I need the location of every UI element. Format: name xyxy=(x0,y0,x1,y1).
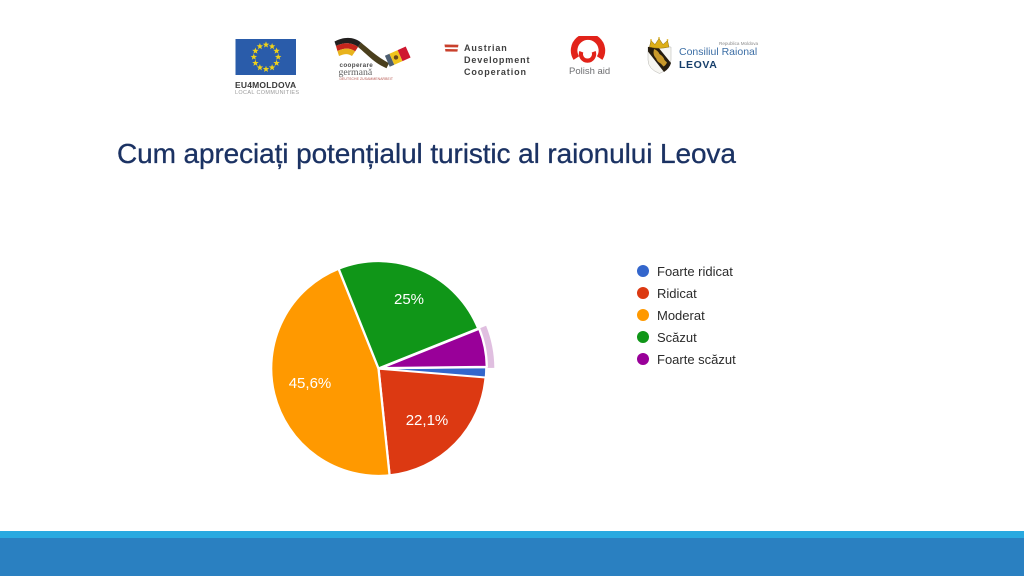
svg-text:22,1%: 22,1% xyxy=(406,412,449,429)
svg-text:25%: 25% xyxy=(394,291,424,308)
svg-text:45,6%: 45,6% xyxy=(289,375,332,392)
